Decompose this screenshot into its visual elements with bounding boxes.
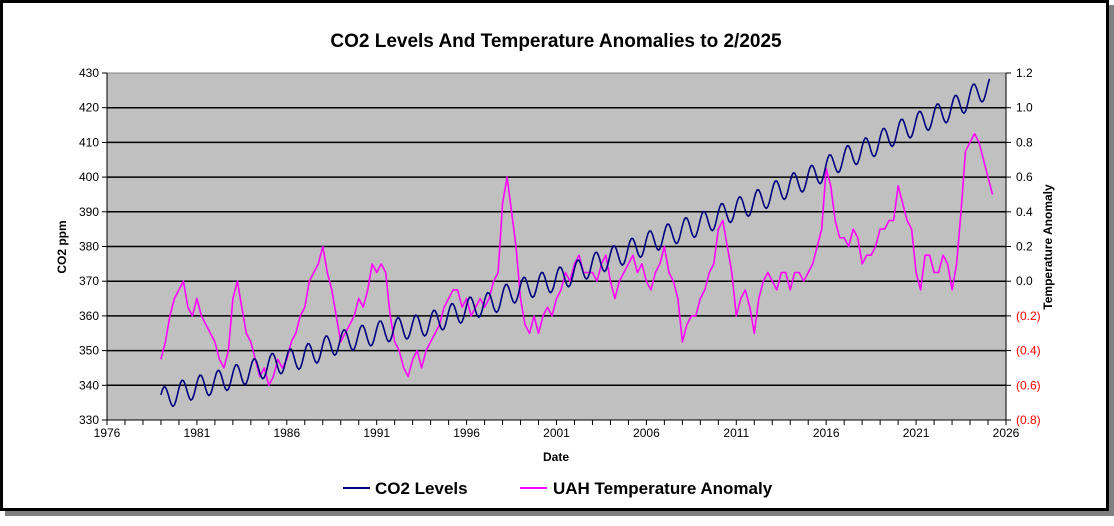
y-tick-label: 430 [79,66,99,80]
x-tick-label: 1996 [453,426,480,440]
y-axis-left: 330 340 350 360 370 380 390 400 410 420 430 [79,66,108,427]
y-tick-label: 330 [79,413,99,427]
y2-tick-label: 0.4 [1016,205,1033,219]
y-tick-label: 350 [79,344,99,358]
x-tick-label: 2006 [633,426,660,440]
x-tick-label: 1986 [273,426,300,440]
y2-tick-label: 0.6 [1016,170,1033,184]
y2-tick-label: 1.2 [1016,66,1033,80]
y-tick-label: 410 [79,135,99,149]
x-tick-label: 2026 [993,426,1020,440]
x-tick-label: 2011 [723,426,749,440]
y-axis-title: CO2 ppm [55,220,69,273]
y2-tick-label: 0.2 [1016,240,1033,254]
series-line-co2-levels [160,78,991,408]
legend-label-co2: CO2 Levels [375,479,468,498]
y2-axis-title: Temperature Anomaly [1041,184,1055,310]
y-tick-label: 390 [79,205,99,219]
y-tick-label: 400 [79,170,99,184]
x-tick-label: 2001 [543,426,570,440]
x-axis-title: Date [543,450,569,464]
gridlines [107,106,1006,387]
y2-tick-label: 1.0 [1016,101,1033,115]
x-tick-label: 1981 [184,426,211,440]
y-tick-label: 340 [79,378,99,392]
legend-label-uah: UAH Temperature Anomaly [553,479,773,498]
y2-tick-label: (0.6) [1016,378,1041,392]
x-tick-label: 1991 [363,426,390,440]
y2-tick-label: 0.8 [1016,135,1033,149]
y2-tick-label: (0.4) [1016,344,1041,358]
chart-title: CO2 Levels And Temperature Anomalies to … [330,31,782,52]
x-tick-label: 2016 [813,426,840,440]
y-tick-label: 420 [79,101,99,115]
y2-tick-label: (0.2) [1016,309,1041,323]
y-tick-label: 370 [79,274,99,288]
y-tick-label: 380 [79,240,99,254]
legend: CO2 Levels UAH Temperature Anomaly [343,479,773,498]
y-tick-label: 360 [79,309,99,323]
y-axis-right: (0.8) (0.6) (0.4) (0.2) 0.0 0.2 0.4 0.6 0.8 1.0 1.… [1005,66,1041,427]
y2-tick-label: (0.8) [1016,413,1041,427]
x-tick-label: 2021 [903,426,930,440]
x-axis: 1976 1981 1986 1991 1996 2001 2006 2011 2016 2021… [94,419,1020,440]
y2-tick-label: 0.0 [1016,274,1033,288]
x-tick-label: 1976 [94,426,121,440]
series-line-uah-temperature-anomaly [160,132,994,387]
